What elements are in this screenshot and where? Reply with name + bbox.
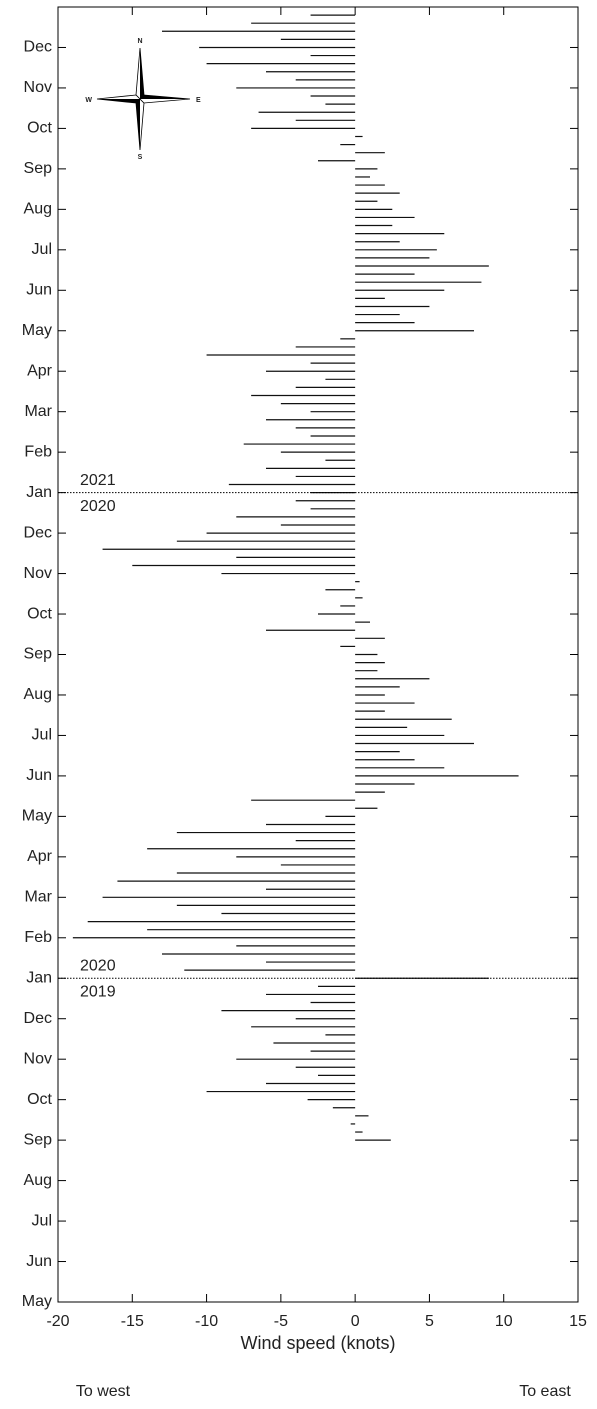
y-tick-label: Jul xyxy=(32,241,52,258)
y-tick-label: Oct xyxy=(27,1091,52,1108)
compass-arm xyxy=(140,48,144,99)
y-tick-label: Jul xyxy=(32,727,52,744)
year-label: 2020 xyxy=(80,498,116,515)
x-tick-label: 5 xyxy=(425,1313,434,1330)
y-tick-label: Feb xyxy=(24,929,52,946)
y-tick-label: May xyxy=(22,1293,52,1310)
y-tick-label: May xyxy=(22,322,52,339)
compass-arm xyxy=(97,99,140,103)
y-tick-label: Aug xyxy=(24,686,52,703)
y-tick-label: Mar xyxy=(24,889,52,906)
y-tick-label: Jul xyxy=(32,1212,52,1229)
x-tick-label: 0 xyxy=(351,1313,360,1330)
compass-arm xyxy=(140,95,190,99)
y-tick-label: Nov xyxy=(24,1050,52,1067)
y-tick-label: Apr xyxy=(27,848,53,865)
y-tick-label: Jan xyxy=(26,484,52,501)
compass-arm xyxy=(136,99,140,150)
y-tick-label: Jan xyxy=(26,969,52,986)
compass-w: W xyxy=(85,97,92,104)
compass-n: N xyxy=(137,38,142,45)
compass: N S W E xyxy=(85,38,201,161)
y-tick-label: Feb xyxy=(24,443,52,460)
year-label: 2020 xyxy=(80,957,116,974)
y-tick-label: May xyxy=(22,808,52,825)
y-tick-label: Nov xyxy=(24,79,52,96)
y-tick-label: Jun xyxy=(26,767,52,784)
y-tick-label: Jun xyxy=(26,282,52,299)
west-label: To west xyxy=(76,1383,131,1400)
x-tick-label: 10 xyxy=(495,1313,513,1330)
y-tick-label: Sep xyxy=(24,160,53,177)
east-label: To east xyxy=(519,1383,571,1400)
year-label: 2021 xyxy=(80,472,116,489)
y-tick-label: Oct xyxy=(27,120,52,137)
y-tick-label: Sep xyxy=(24,1131,53,1148)
x-tick-label: -10 xyxy=(195,1313,218,1330)
plot-frame xyxy=(57,6,579,1303)
y-tick-label: Dec xyxy=(24,1010,52,1027)
y-tick-label: Aug xyxy=(24,1172,52,1189)
y-tick-label: Aug xyxy=(24,201,52,218)
y-tick-label: Dec xyxy=(24,39,52,56)
y-tick-label: Sep xyxy=(24,646,53,663)
y-tick-label: Nov xyxy=(24,565,52,582)
x-tick-label: -15 xyxy=(121,1313,144,1330)
x-tick-label: -5 xyxy=(274,1313,288,1330)
y-tick-label: Oct xyxy=(27,605,52,622)
y-tick-label: Jun xyxy=(26,1253,52,1270)
year-label: 2019 xyxy=(80,983,116,1000)
x-axis-label: Wind speed (knots) xyxy=(240,1333,395,1353)
compass-e: E xyxy=(196,97,201,104)
y-tick-label: Apr xyxy=(27,362,53,379)
y-tick-label: Dec xyxy=(24,524,52,541)
x-tick-label: -20 xyxy=(46,1313,69,1330)
x-tick-label: 15 xyxy=(569,1313,587,1330)
y-tick-label: Mar xyxy=(24,403,52,420)
compass-s: S xyxy=(138,154,143,161)
